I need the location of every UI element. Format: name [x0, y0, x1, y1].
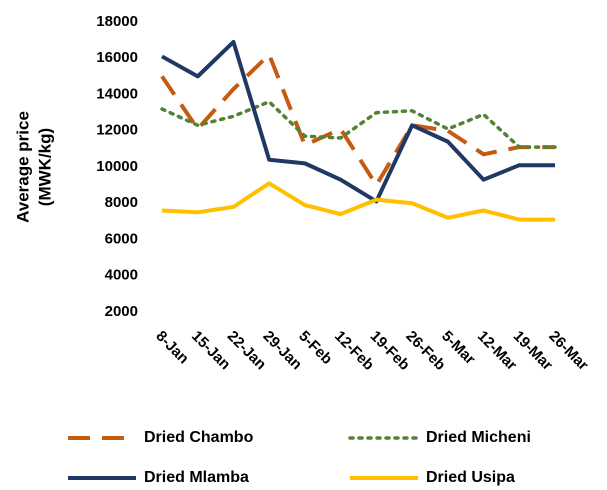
y-tick-label: 16000: [96, 49, 138, 66]
series-line: [161, 181, 555, 222]
x-tick-label: 19-Feb: [367, 328, 413, 374]
legend-label: Dried Micheni: [426, 429, 531, 446]
y-tick-label: 18000: [96, 13, 138, 30]
y-tick-label: 10000: [96, 158, 138, 175]
legend-label: Dried Chambo: [144, 429, 254, 446]
x-tick-label: 8-Jan: [152, 328, 192, 368]
y-tick-label: 12000: [96, 122, 138, 139]
x-tick-label: 12-Mar: [474, 328, 520, 374]
series-line: [161, 39, 555, 204]
x-tick-label: 26-Feb: [402, 328, 448, 374]
series-line: [160, 100, 557, 149]
series-line: [160, 52, 555, 188]
y-tick-label: 8000: [105, 194, 138, 211]
y-tick-label: 14000: [96, 85, 138, 102]
legend-label: Dried Usipa: [426, 469, 515, 486]
x-tick-label: 22-Jan: [224, 328, 270, 374]
x-tick-label: 29-Jan: [260, 328, 306, 374]
y-axis-label: (MWK/kg): [35, 128, 54, 206]
legend-label: Dried Mlamba: [144, 469, 249, 486]
y-tick-label: 2000: [105, 303, 138, 320]
x-tick-label: 19-Mar: [510, 328, 556, 374]
y-tick-label: 6000: [105, 230, 138, 247]
x-tick-label: 15-Jan: [188, 328, 234, 374]
y-axis-label: Average price: [13, 111, 32, 223]
y-tick-label: 4000: [105, 267, 138, 284]
x-tick-label: 12-Feb: [331, 328, 377, 374]
x-tick-label: 26-Mar: [545, 328, 591, 374]
